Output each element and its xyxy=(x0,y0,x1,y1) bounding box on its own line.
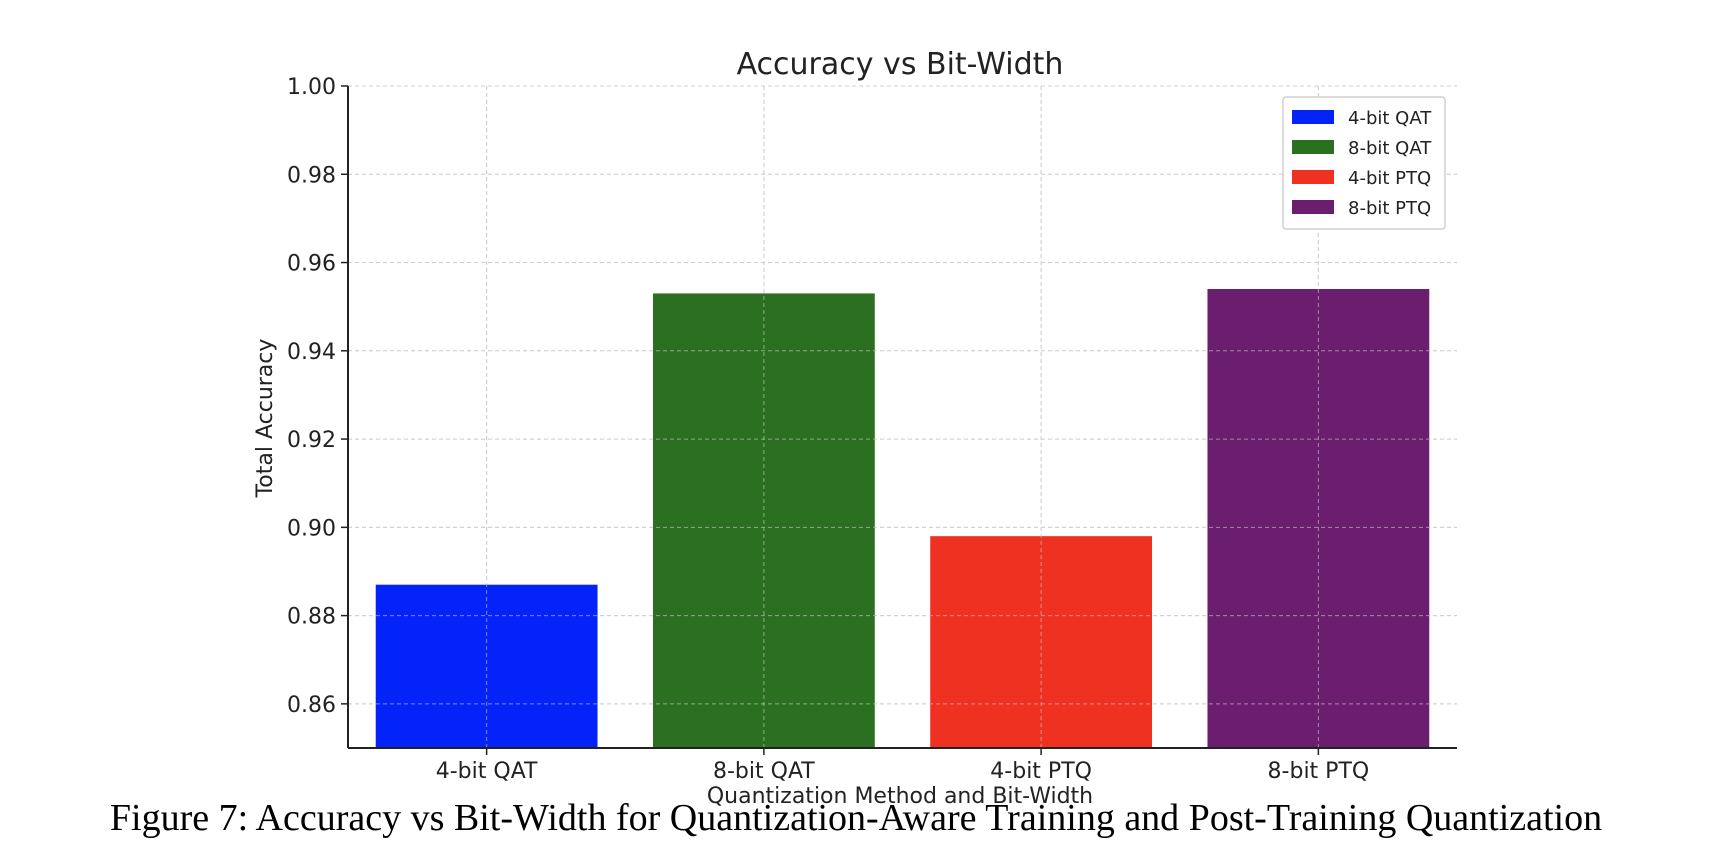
x-tick-label: 8-bit QAT xyxy=(713,759,815,784)
figure-caption: Figure 7: Accuracy vs Bit-Width for Quan… xyxy=(109,797,1603,839)
y-tick-label: 1.00 xyxy=(287,75,336,100)
legend: 4-bit QAT 8-bit QAT 4-bit PTQ 8-bit PTQ xyxy=(1282,96,1446,230)
legend-label: 8-bit QAT xyxy=(1348,138,1432,159)
bars xyxy=(348,85,1457,748)
axes: 0.86 0.88 0.90 0.92 0.94 0.96 0.98 1.00 4-bit QA… xyxy=(287,75,1457,784)
legend-label: 8-bit PTQ xyxy=(1348,198,1431,219)
y-tick-label: 0.86 xyxy=(287,693,336,718)
y-tick-label: 0.90 xyxy=(287,516,336,541)
legend-swatch xyxy=(1292,140,1334,154)
legend-swatch xyxy=(1292,170,1334,184)
legend-swatch xyxy=(1292,200,1334,214)
legend-label: 4-bit QAT xyxy=(1348,108,1432,129)
y-tick-label: 0.92 xyxy=(287,428,336,453)
legend-label: 4-bit PTQ xyxy=(1348,168,1431,189)
y-axis-label: Total Accuracy xyxy=(253,339,278,499)
x-tick-label: 8-bit PTQ xyxy=(1268,759,1370,784)
y-tick-label: 0.96 xyxy=(287,252,336,277)
y-tick-label: 0.88 xyxy=(287,605,336,630)
legend-swatch xyxy=(1292,110,1334,124)
x-axis-label: Quantization Method and Bit-Width xyxy=(707,784,1093,809)
chart-title: Accuracy vs Bit-Width xyxy=(737,47,1064,82)
x-tick-label: 4-bit PTQ xyxy=(990,759,1092,784)
y-tick-label: 0.98 xyxy=(287,163,336,188)
y-tick-label: 0.94 xyxy=(287,340,336,365)
x-tick-label: 4-bit QAT xyxy=(436,759,538,784)
legend-box xyxy=(1282,96,1446,230)
bar-8-bit-ptq xyxy=(1207,289,1430,748)
